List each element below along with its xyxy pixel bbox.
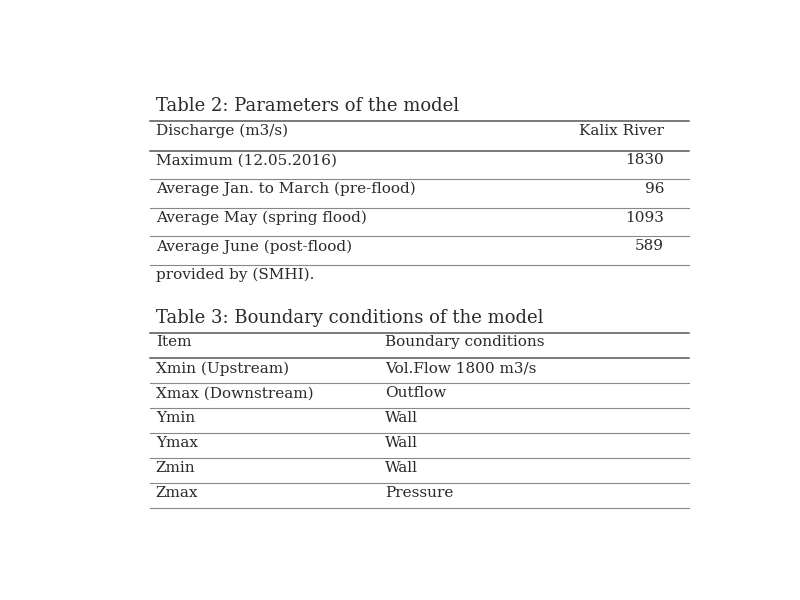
Text: Table 3: Boundary conditions of the model: Table 3: Boundary conditions of the mode… (156, 309, 543, 327)
Text: Average Jan. to March (pre-flood): Average Jan. to March (pre-flood) (156, 182, 415, 196)
Text: 589: 589 (635, 239, 664, 253)
Text: Wall: Wall (386, 436, 418, 450)
Text: 1093: 1093 (626, 211, 664, 224)
Text: 1830: 1830 (626, 154, 664, 167)
Text: Wall: Wall (386, 411, 418, 425)
Text: Xmin (Upstream): Xmin (Upstream) (156, 361, 289, 376)
Text: Average June (post-flood): Average June (post-flood) (156, 239, 352, 254)
Text: provided by (SMHI).: provided by (SMHI). (156, 268, 314, 282)
Text: Zmax: Zmax (156, 486, 198, 500)
Text: Vol.Flow 1800 m3/s: Vol.Flow 1800 m3/s (386, 361, 537, 375)
Text: Pressure: Pressure (386, 486, 454, 500)
Text: Maximum (12.05.2016): Maximum (12.05.2016) (156, 154, 337, 167)
Text: Table 2: Parameters of the model: Table 2: Parameters of the model (156, 97, 459, 115)
Text: Boundary conditions: Boundary conditions (386, 335, 545, 349)
Text: Item: Item (156, 335, 191, 349)
Text: Xmax (Downstream): Xmax (Downstream) (156, 386, 314, 400)
Text: Kalix River: Kalix River (579, 124, 664, 138)
Text: Ymax: Ymax (156, 436, 198, 450)
Text: 96: 96 (645, 182, 664, 196)
Text: Average May (spring flood): Average May (spring flood) (156, 211, 366, 225)
Text: Discharge (m3/s): Discharge (m3/s) (156, 124, 288, 138)
Text: Ymin: Ymin (156, 411, 195, 425)
Text: Zmin: Zmin (156, 461, 195, 475)
Text: Wall: Wall (386, 461, 418, 475)
Text: Outflow: Outflow (386, 386, 446, 400)
